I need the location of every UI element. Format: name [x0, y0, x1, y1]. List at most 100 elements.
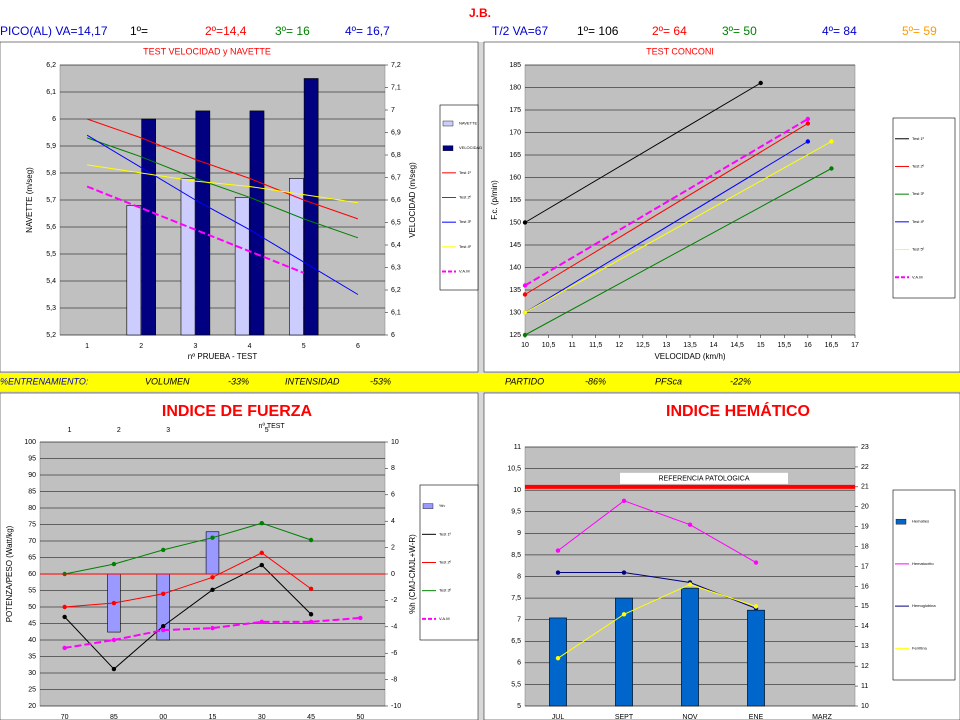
series-line: [64, 522, 312, 575]
chart-title: TEST VELOCIDAD y NAVETTE: [143, 46, 271, 56]
legend-label: NAVETTE: [459, 121, 477, 126]
point: [111, 666, 117, 672]
y-tick-label: 8: [517, 573, 521, 580]
x-tick-label: 00: [159, 714, 167, 720]
y2-tick-label: 6,6: [391, 197, 401, 204]
x-tick-label: 3: [193, 343, 197, 350]
y2-tick-label: 11: [861, 683, 868, 690]
y2-tick-label: 16: [861, 583, 869, 590]
x-axis-label: VELOCIDAD (km/h): [654, 352, 725, 361]
point: [62, 604, 67, 610]
top-category: 3: [166, 427, 170, 434]
point: [210, 625, 215, 631]
x-tick-label: 15,5: [777, 342, 791, 349]
top-category: 5: [265, 427, 269, 434]
y-tick-label: 30: [28, 670, 36, 677]
x-tick-label: 17: [851, 342, 859, 349]
x-tick-label: 13,5: [683, 342, 697, 349]
point: [111, 637, 117, 643]
y-axis-label: F.c. (p/min): [490, 180, 499, 220]
point: [805, 121, 811, 126]
legend-label: Test 4º: [912, 219, 925, 224]
series-line: [524, 123, 809, 295]
y-tick-label: 9: [517, 530, 521, 537]
y-tick-label: 6: [517, 660, 521, 667]
legend-label: %h: [439, 503, 445, 508]
legend-label: Hematíes: [912, 519, 929, 524]
y-tick-label: 11: [514, 444, 521, 451]
header-item: 5º= 59: [902, 24, 937, 38]
x-tick-label: 50: [356, 714, 364, 720]
x-tick-label: 30: [258, 714, 266, 720]
y2-tick-label: 6,1: [391, 309, 401, 316]
series-line: [524, 141, 809, 313]
point: [753, 560, 759, 565]
x-tick-label: 14,5: [730, 342, 744, 349]
x-tick-label: 11,5: [589, 342, 602, 349]
y-tick-label: 170: [509, 129, 521, 136]
legend-label: V.A.M: [912, 274, 923, 279]
y2-tick-label: 14: [861, 623, 869, 630]
y-tick-label: 6: [52, 116, 56, 123]
x-tick-label: 12,5: [636, 342, 650, 349]
legend-label: Test 4º: [459, 244, 472, 249]
bar: [681, 587, 699, 707]
y-tick-label: 5,6: [46, 224, 56, 231]
y2-axis-label: VELOCIDAD (m/seg): [408, 162, 417, 238]
y-tick-label: 65: [28, 554, 36, 561]
x-axis-label: nº PRUEBA - TEST: [188, 352, 258, 361]
y2-tick-label: 7,2: [391, 62, 401, 69]
series-line: [86, 134, 359, 295]
point: [62, 645, 67, 651]
y2-tick-label: -4: [391, 624, 397, 631]
training-item: -33%: [228, 376, 249, 386]
y2-tick-label: 6,3: [391, 264, 401, 271]
bar: [289, 178, 304, 336]
y2-tick-label: -8: [391, 676, 397, 683]
y-tick-label: 145: [509, 242, 521, 249]
header-item: PICO(AL) VA=14,17: [0, 24, 108, 38]
y2-tick-label: 8: [391, 465, 395, 472]
training-row: [0, 373, 960, 391]
top-label: nº TEST: [259, 423, 286, 430]
y-tick-label: 55: [28, 587, 36, 594]
y-tick-label: 160: [509, 174, 521, 181]
point: [555, 655, 561, 661]
y-tick-label: 95: [28, 455, 36, 462]
reference-label: REFERENCIA PATOLOGICA: [658, 476, 749, 483]
point: [210, 535, 215, 540]
y2-tick-label: 18: [861, 543, 869, 550]
y-tick-label: 7,5: [511, 595, 521, 602]
y2-tick-label: 6,2: [391, 287, 401, 294]
x-tick-label: 6: [356, 343, 360, 350]
y-tick-label: 100: [24, 439, 36, 446]
training-item: -53%: [370, 376, 391, 386]
point: [259, 619, 264, 625]
series-line: [524, 141, 832, 313]
legend-box: [892, 117, 956, 299]
point: [210, 575, 215, 580]
y2-tick-label: 6,5: [391, 219, 401, 226]
y-tick-label: 75: [28, 521, 36, 528]
y2-tick-label: 23: [861, 444, 869, 451]
series-line: [86, 137, 359, 239]
point: [805, 116, 811, 122]
point: [161, 591, 166, 596]
y-tick-label: 20: [28, 703, 36, 710]
y-tick-label: 85: [28, 488, 36, 495]
y-tick-label: 150: [509, 219, 521, 226]
y-tick-label: 80: [28, 505, 36, 512]
bar: [234, 197, 250, 336]
point: [358, 615, 363, 621]
y2-tick-label: 12: [861, 663, 869, 670]
legend-label: Test 3º: [459, 219, 472, 224]
x-tick-label: 12: [615, 342, 623, 349]
point: [308, 537, 314, 543]
point: [753, 604, 759, 609]
header-item: 2º=14,4: [205, 24, 247, 38]
y-tick-label: 5,8: [46, 170, 56, 177]
legend-swatch: [422, 503, 434, 509]
y2-tick-label: 6: [391, 332, 395, 339]
y2-tick-label: 7,1: [391, 84, 401, 91]
point: [111, 600, 117, 606]
